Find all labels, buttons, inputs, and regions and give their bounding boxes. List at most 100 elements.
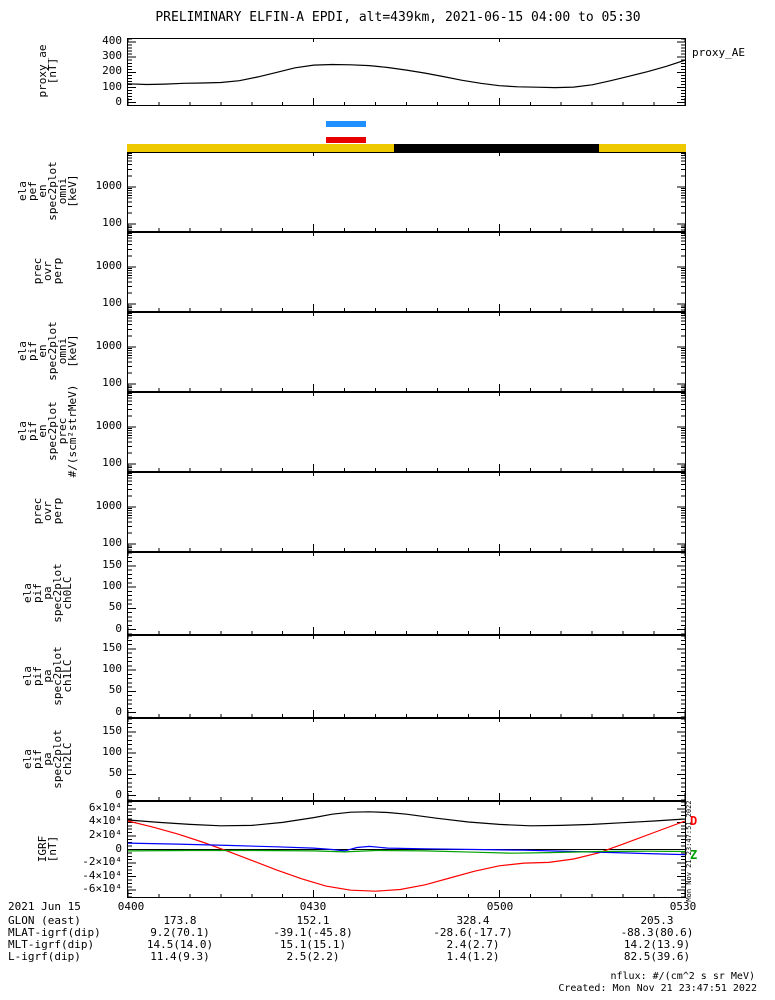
y-tick-label: 50 bbox=[108, 600, 122, 614]
y-tick-label: 1000 bbox=[95, 499, 123, 513]
ela_pif_pa_spec2plot_ch2LC-canvas bbox=[128, 719, 685, 800]
y-tick-label: 4×10⁴ bbox=[88, 814, 122, 828]
y-tick-label: 0 bbox=[115, 704, 122, 718]
footer-value: 328.4 bbox=[456, 914, 490, 927]
y-axis-title: prec ovr perp bbox=[31, 257, 64, 285]
prec_ovr_perp_b-canvas bbox=[128, 473, 685, 551]
footer-value: -39.1(-45.8) bbox=[273, 926, 353, 939]
y-tick-label: 150 bbox=[102, 640, 122, 654]
panel-ela-pef-en-omni bbox=[127, 152, 686, 232]
footer-value: 11.4(9.3) bbox=[150, 950, 210, 963]
y-tick-label: 1000 bbox=[95, 179, 123, 193]
y-tick-label: -4×10⁴ bbox=[82, 868, 122, 882]
x-tick-label-0530: 0530 bbox=[669, 900, 697, 913]
ela_pef_en_spec2plot_omni-canvas bbox=[128, 153, 685, 231]
ela_pif_en_spec2plot_prec-canvas bbox=[128, 393, 685, 471]
y-tick-label: 200 bbox=[102, 64, 122, 78]
y-axis-title: proxy_ae [nT] bbox=[36, 44, 59, 98]
footer-value: 14.5(14.0) bbox=[146, 938, 214, 951]
series-label-Z: Z bbox=[690, 848, 698, 863]
panel-prec-ovr-perp-b bbox=[127, 472, 686, 552]
footer-value: 82.5(39.6) bbox=[623, 950, 691, 963]
prec_ovr_perp_a-canvas bbox=[128, 233, 685, 311]
footer-value: 2.5(2.2) bbox=[286, 950, 340, 963]
footer-row-label: L-igrf(dip) bbox=[8, 950, 81, 963]
y-tick-label: 100 bbox=[102, 376, 122, 390]
y-tick-label: 0 bbox=[115, 841, 122, 855]
y-tick-label: 6×10⁴ bbox=[88, 800, 122, 814]
footer-row-mlat: MLAT-igrf(dip) 9.2(70.1) -39.1(-45.8) -2… bbox=[0, 927, 775, 940]
y-axis-title: ela pef en spec2plot omni [keV] bbox=[16, 161, 79, 221]
footer-value: 1.4(1.2) bbox=[446, 950, 500, 963]
y-tick-label: 100 bbox=[102, 579, 122, 593]
y-tick-label: 1000 bbox=[95, 259, 123, 273]
panel-ch2lc bbox=[127, 718, 686, 801]
footer-value: 15.1(15.1) bbox=[279, 938, 347, 951]
y-tick-label: 300 bbox=[102, 49, 122, 63]
availability-gap-segment bbox=[394, 144, 600, 152]
panel-proxy-ae bbox=[127, 38, 686, 106]
y-tick-label: 400 bbox=[102, 34, 122, 48]
y-axis-title: ela pif en spec2plot omni [keV] bbox=[16, 321, 79, 381]
y-tick-label: 1000 bbox=[95, 419, 123, 433]
y-tick-label: 100 bbox=[102, 456, 122, 470]
footer-row-label: MLT-igrf(dip) bbox=[8, 938, 95, 951]
panel-ch0lc bbox=[127, 552, 686, 635]
y-axis-title: IGRF [nT] bbox=[36, 835, 59, 862]
footer-row-mlt: MLT-igrf(dip) 14.5(14.0) 15.1(15.1) 2.4(… bbox=[0, 939, 775, 952]
created-timestamp: Created: Mon Nov 21 23:47:51 2022 bbox=[558, 983, 757, 994]
y-tick-label: 100 bbox=[102, 296, 122, 310]
plot-title: PRELIMINARY ELFIN-A EPDI, alt=439km, 202… bbox=[155, 10, 641, 25]
y-axis-title: ela pif pa spec2plot ch1LC bbox=[21, 645, 74, 706]
series-igrf-black bbox=[128, 811, 685, 827]
y-tick-label: -2×10⁴ bbox=[82, 855, 122, 869]
y-tick-label: 100 bbox=[102, 79, 122, 93]
y-tick-label: 100 bbox=[102, 216, 122, 230]
y-tick-label: 0 bbox=[115, 787, 122, 801]
ela_pif_pa_spec2plot_ch0LC-canvas bbox=[128, 553, 685, 634]
panel-ch1lc bbox=[127, 635, 686, 718]
series-igrf-red bbox=[128, 820, 685, 892]
panel-prec-ovr-perp-a bbox=[127, 232, 686, 312]
footer-row-label: GLON (east) bbox=[8, 914, 81, 927]
footer-value: -28.6(-17.7) bbox=[433, 926, 513, 939]
y-tick-label: 0 bbox=[115, 94, 122, 108]
panel-ela-pif-en-prec bbox=[127, 392, 686, 472]
availability-bar bbox=[127, 144, 686, 152]
y-tick-label: 50 bbox=[108, 766, 122, 780]
x-tick-label-0500: 0500 bbox=[486, 900, 514, 913]
footer-row-glon: GLON (east) 173.8 152.1 328.4 205.3 bbox=[0, 915, 775, 928]
footer-value: 205.3 bbox=[640, 914, 674, 927]
y-tick-label: 100 bbox=[102, 662, 122, 676]
time-axis-row: 2021 Jun 15 0400 0430 0500 0530 bbox=[0, 901, 775, 914]
footer-value: 9.2(70.1) bbox=[150, 926, 210, 939]
y-tick-label: 0 bbox=[115, 621, 122, 635]
legend-bar-red bbox=[326, 137, 366, 143]
series-proxy_AE bbox=[128, 59, 685, 89]
y-axis-title: ela pif en spec2plot prec #/(scm²strMeV) bbox=[16, 384, 79, 478]
y-tick-label: 100 bbox=[102, 745, 122, 759]
series-label-D: D bbox=[690, 814, 698, 829]
panel-igrf bbox=[127, 801, 686, 898]
y-tick-label: 100 bbox=[102, 536, 122, 550]
footer-value: 14.2(13.9) bbox=[623, 938, 691, 951]
footer-value: -88.3(80.6) bbox=[620, 926, 694, 939]
proxy-ae-right-label: proxy_AE bbox=[692, 46, 745, 59]
y-tick-label: 50 bbox=[108, 683, 122, 697]
x-tick-label-0400: 0400 bbox=[117, 900, 145, 913]
footer-row-l: L-igrf(dip) 11.4(9.3) 2.5(2.2) 1.4(1.2) … bbox=[0, 951, 775, 964]
y-axis-title: prec ovr perp bbox=[31, 497, 64, 525]
y-tick-label: 150 bbox=[102, 723, 122, 737]
date-label: 2021 Jun 15 bbox=[8, 900, 81, 913]
footer-value: 2.4(2.7) bbox=[446, 938, 500, 951]
nflux-units-note: nflux: #/(cm^2 s sr MeV) bbox=[610, 971, 756, 982]
ela_pif_en_spec2plot_omni-canvas bbox=[128, 313, 685, 391]
series-igrf-green bbox=[128, 849, 685, 854]
panel-ela-pif-en-omni bbox=[127, 312, 686, 392]
ela_pif_pa_spec2plot_ch1LC-canvas bbox=[128, 636, 685, 717]
series-igrf-blue bbox=[128, 842, 685, 856]
x-tick-label-0430: 0430 bbox=[299, 900, 327, 913]
y-tick-label: 1000 bbox=[95, 339, 123, 353]
y-tick-label: -6×10⁴ bbox=[82, 882, 122, 896]
